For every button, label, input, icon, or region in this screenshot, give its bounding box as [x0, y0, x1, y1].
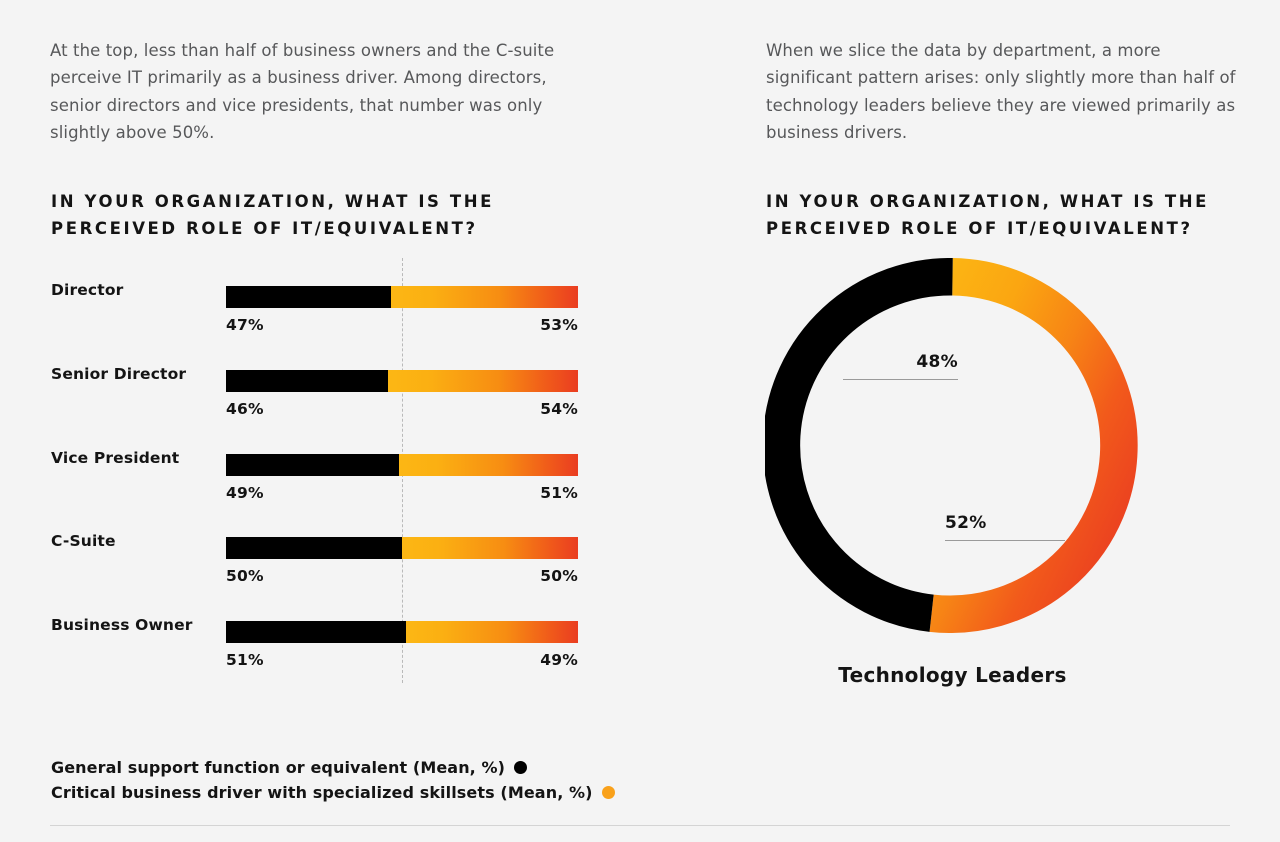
donut-arc-support — [765, 258, 953, 632]
donut-label-driver: 52% — [945, 513, 1065, 541]
donut-label-support: 48% — [843, 352, 958, 380]
bar-row-label: Senior Director — [51, 365, 187, 383]
bar-row-label: Director — [51, 281, 124, 299]
donut-leader-line-support — [843, 379, 958, 380]
bar-segment-support — [226, 454, 399, 476]
bar-track — [226, 537, 578, 559]
donut-value-support: 48% — [916, 352, 958, 372]
footer-divider — [50, 825, 1230, 826]
black-dot-icon — [514, 761, 528, 774]
bar-segment-support — [226, 621, 406, 643]
legend-item-support: General support function or equivalent (… — [51, 755, 615, 780]
bar-row: Senior Director 46% 54% — [0, 339, 640, 418]
donut-value-driver: 52% — [945, 513, 987, 533]
bar-value-support: 50% — [226, 567, 264, 585]
donut-caption: Technology Leaders — [838, 663, 1067, 687]
bar-segment-driver — [391, 286, 578, 308]
legend-label-support: General support function or equivalent (… — [51, 758, 506, 777]
intro-paragraph-row: At the top, less than half of business o… — [0, 0, 1280, 150]
bar-value-support: 51% — [226, 651, 264, 669]
bar-track — [226, 286, 578, 308]
bar-row: Vice President 49% 51% — [0, 423, 640, 502]
intro-paragraph-right: When we slice the data by department, a … — [766, 40, 1236, 143]
bar-value-driver: 50% — [540, 567, 578, 585]
bar-track — [226, 370, 578, 392]
bar-value-driver: 51% — [540, 484, 578, 502]
bar-value-support: 47% — [226, 316, 264, 334]
bar-segment-driver — [387, 370, 578, 392]
bar-track — [226, 621, 578, 643]
bar-segment-driver — [402, 537, 578, 559]
bar-chart: Director 47% 53% Senior Director 46% 54%… — [0, 255, 640, 685]
chart-title-donut: IN YOUR ORGANIZATION, WHAT IS THE PERCEI… — [766, 191, 1210, 238]
donut-chart-svg — [765, 258, 1138, 633]
bar-row-label: Business Owner — [51, 616, 193, 634]
bar-value-driver: 54% — [540, 400, 578, 418]
bar-row-label: Vice President — [51, 449, 180, 467]
bar-value-driver: 53% — [540, 316, 578, 334]
bar-segment-driver — [398, 454, 578, 476]
bar-row-label: C-Suite — [51, 532, 116, 550]
bar-row: Director 47% 53% — [0, 255, 640, 334]
donut-leader-line-driver — [945, 540, 1065, 541]
bar-value-driver: 49% — [540, 651, 578, 669]
orange-dot-icon — [601, 786, 615, 799]
bar-value-support: 49% — [226, 484, 264, 502]
chart-legend: General support function or equivalent (… — [51, 755, 615, 805]
donut-arc-driver — [929, 258, 1138, 633]
bar-track — [226, 454, 578, 476]
bar-segment-support — [226, 537, 402, 559]
bar-segment-driver — [405, 621, 578, 643]
bar-value-support: 46% — [226, 400, 264, 418]
bar-segment-support — [226, 286, 392, 308]
bar-row: Business Owner 51% 49% — [0, 590, 640, 669]
donut-chart: 48% 52% — [765, 258, 1140, 633]
bar-segment-support — [226, 370, 388, 392]
chart-title-bar: IN YOUR ORGANIZATION, WHAT IS THE PERCEI… — [51, 191, 495, 238]
legend-label-driver: Critical business driver with specialize… — [51, 783, 593, 802]
bar-row: C-Suite 50% 50% — [0, 506, 640, 585]
legend-item-driver: Critical business driver with specialize… — [51, 780, 615, 805]
intro-paragraph-left: At the top, less than half of business o… — [50, 40, 555, 143]
